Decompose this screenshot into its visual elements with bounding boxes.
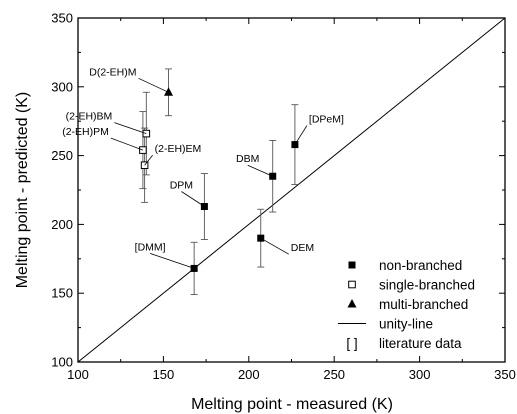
point-labels: [DMM] DPM DEM DBM [DPeM] (2-EH)BM (2-EH)PM (2-E… [62, 66, 344, 269]
y-tick-label: 200 [51, 217, 73, 232]
legend-triangle-icon [347, 299, 357, 308]
legend-label: literature data [379, 336, 462, 351]
y-axis-title: Melting point - predicted (K) [14, 92, 31, 289]
y-tick-label: 100 [51, 355, 73, 370]
legend-label: unity-line [379, 317, 433, 332]
label-leader-line [144, 154, 153, 166]
label-leader-line [260, 237, 289, 255]
label-leader-line [138, 77, 169, 93]
legend-label: multi-branched [379, 297, 468, 312]
x-tick-label: 250 [323, 367, 345, 382]
legend-square-open-icon [348, 280, 356, 289]
label-leader-line [110, 137, 144, 151]
point-label: (2-EH)EM [155, 143, 202, 155]
x-axis-title: Melting point - measured (K) [191, 396, 393, 413]
axis-ticks: 100 150 200 250 300 350 100 150 200 250 300 350 [51, 11, 516, 383]
x-tick-label: 350 [494, 367, 516, 382]
point-label: DBM [236, 153, 259, 165]
label-leader-line [150, 253, 195, 269]
label-leader-line [294, 125, 308, 145]
point-label: (2-EH)PM [62, 126, 109, 138]
unity-line [77, 17, 506, 363]
x-tick-label: 150 [153, 367, 175, 382]
label-leader-line [114, 122, 147, 134]
x-tick-label: 300 [409, 367, 431, 382]
multi-branched-point [164, 87, 174, 96]
x-tick-label: 100 [67, 367, 89, 382]
point-label: DPM [170, 180, 193, 192]
legend: non-branched single-branched multi-branche… [338, 258, 475, 351]
legend-square-filled-icon [348, 261, 356, 269]
legend-brackets-icon: [ ] [346, 336, 357, 351]
label-leader-line [247, 164, 273, 177]
point-label: [DPeM] [309, 114, 344, 126]
single-branched-point [139, 146, 147, 154]
y-tick-label: 150 [51, 286, 73, 301]
point-label: (2-EH)BM [66, 111, 113, 123]
y-tick-label: 250 [51, 148, 73, 163]
error-bars [139, 68, 299, 296]
legend-label: single-branched [379, 278, 475, 293]
unity-line-group [77, 17, 506, 363]
point-label: D(2-EH)M [89, 66, 136, 78]
point-label: DEM [291, 242, 314, 254]
x-tick-label: 200 [238, 367, 260, 382]
point-label: [DMM] [135, 241, 166, 253]
label-leader-line [181, 191, 205, 207]
y-tick-label: 350 [51, 11, 73, 26]
legend-label: non-branched [379, 258, 462, 273]
single-branched-point [140, 161, 149, 170]
y-tick-label: 300 [51, 79, 73, 94]
